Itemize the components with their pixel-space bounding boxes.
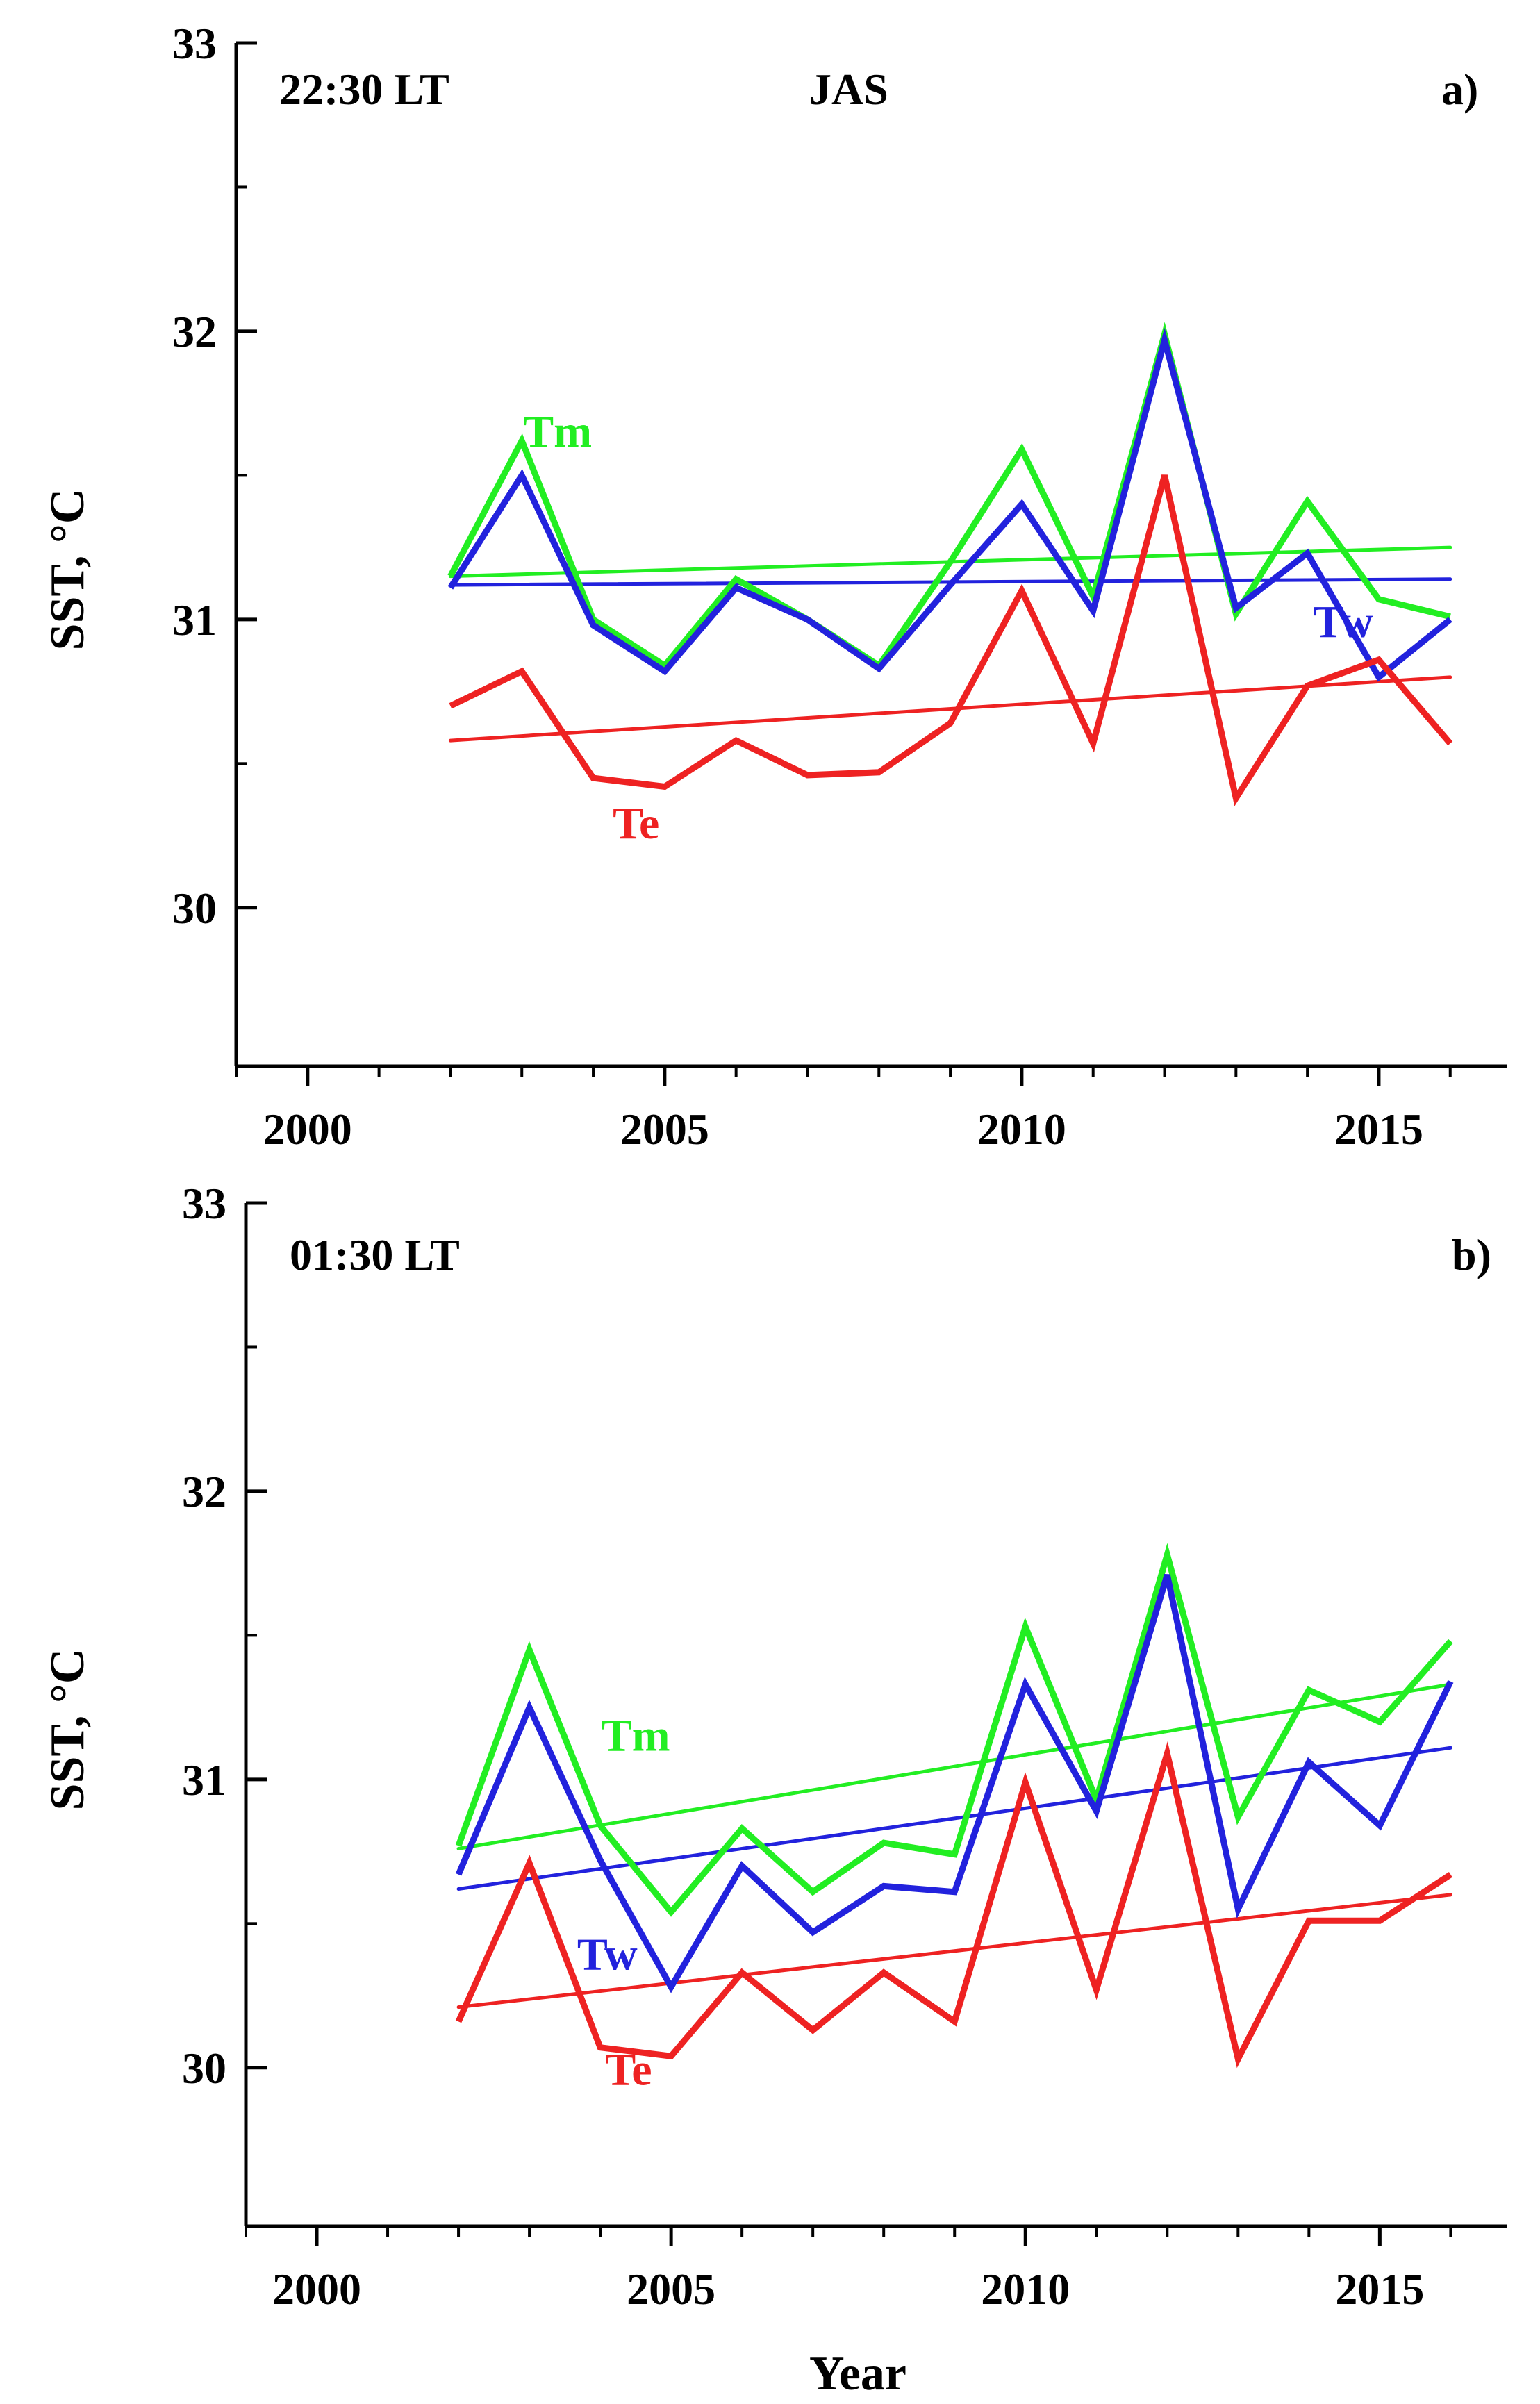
panel-b-x-tick-label: 2015	[1335, 2264, 1424, 2314]
panel-a-x-tick-label: 2015	[1334, 1104, 1423, 1154]
panel-b-ticks	[245, 1201, 1452, 2246]
panel-a-panel-label: a)	[1441, 65, 1478, 114]
panel-a-te-trend-line	[448, 675, 1452, 743]
panel-a-frame	[234, 43, 1507, 1068]
panel-b-te-trend-line	[456, 1893, 1452, 2009]
panel-b-x-tick-label: 2000	[272, 2264, 361, 2314]
panel-b-tick-labels: 30 31 32 33 2000 2005 2010 2015 Tm Tw Te	[182, 1179, 1424, 2314]
panel-b-y-tick-label: 33	[182, 1179, 226, 1228]
panel-b-tm-trend-line	[456, 1682, 1452, 1850]
panel-a-tw-series-line	[447, 327, 1452, 682]
panel-a-tw-series-label: Tw	[1313, 597, 1373, 647]
panel-b-y-tick-label: 31	[182, 1755, 226, 1805]
panel-b-tw-series-line	[455, 1574, 1454, 1993]
panel-a-y-tick-label: 32	[172, 307, 217, 356]
panel-a-time-label: 22:30 LT	[279, 65, 449, 114]
panel-b-tm-series-label: Tm	[602, 1710, 670, 1761]
panel-b-tw-trend-line	[456, 1746, 1452, 1891]
panel-b-x-tick-label: 2010	[981, 2264, 1070, 2314]
panel-b-y-tick-label: 30	[182, 2044, 226, 2093]
panel-a-te-series-label: Te	[613, 798, 659, 849]
panel-b-panel-label: b)	[1452, 1230, 1491, 1279]
panel-a-y-tick-label: 33	[172, 19, 217, 68]
panel-a-x-tick-label: 2005	[620, 1104, 709, 1154]
panel-a-tick-labels: 30 31 32 33 2000 2005 2010 2015 Tm Tw Te	[172, 19, 1423, 1154]
panel-b-te-series-line	[455, 1741, 1452, 2069]
panel-b-marks	[455, 1543, 1454, 2069]
panel-a-tm-series-label: Tm	[523, 406, 592, 457]
panel-a-x-tick-label: 2010	[977, 1104, 1066, 1154]
panel-a-x-tick-label: 2000	[263, 1104, 352, 1154]
panel-b-y-axis-title: SST, °C	[41, 1649, 94, 1811]
panel-a-y-tick-label: 31	[172, 595, 217, 645]
panel-b-frame	[244, 1203, 1507, 2228]
panel-b-x-tick-label: 2005	[627, 2264, 715, 2314]
panel-a-y-axis-title: SST, °C	[41, 489, 94, 651]
panel-b-x-axis-title: Year	[809, 2347, 906, 2401]
panel-a-ticks	[235, 41, 1452, 1086]
panel-b-tw-series-label: Tw	[577, 1930, 638, 1980]
panel-b-tm-series-line	[455, 1543, 1453, 1917]
panel-a-tm-series-line	[447, 322, 1451, 670]
panel-a-te-series-line	[449, 474, 1453, 806]
panel-b-te-series-label: Te	[605, 2045, 652, 2096]
panel-b-time-label: 01:30 LT	[290, 1230, 460, 1279]
panel-b-y-tick-label: 32	[182, 1467, 226, 1516]
panel-a-season-label: JAS	[809, 65, 888, 114]
panel-a-marks	[447, 322, 1453, 806]
panel-a-y-tick-label: 30	[172, 884, 217, 933]
